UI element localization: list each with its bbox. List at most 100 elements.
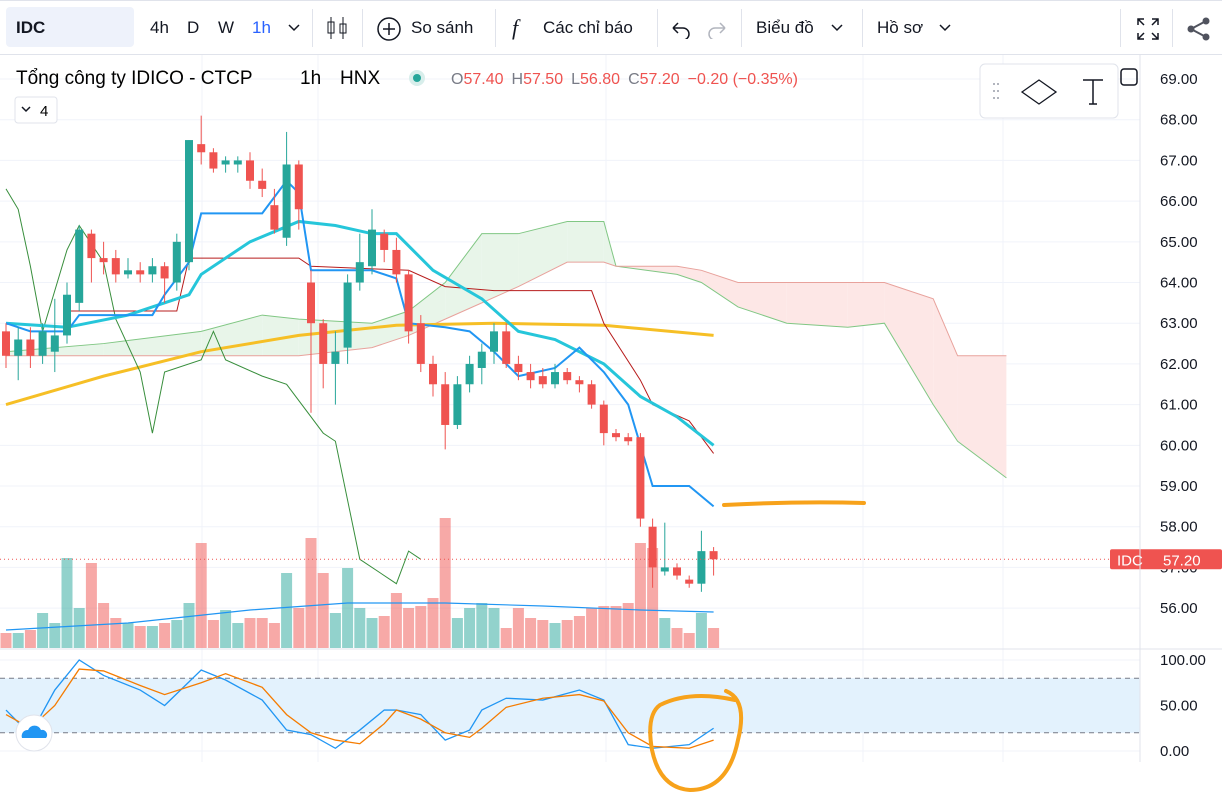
volume-bar	[622, 603, 634, 648]
candle-body	[148, 266, 157, 275]
legend-exchange: HNX	[340, 68, 380, 89]
cloud-fill	[933, 298, 958, 442]
interval[interactable]: 4h	[150, 18, 169, 37]
plus-icon[interactable]	[376, 16, 402, 42]
volume-bar	[281, 573, 293, 648]
volume-bar	[256, 618, 268, 648]
candle-body	[26, 339, 35, 356]
share-icon[interactable]	[1186, 17, 1212, 41]
interval[interactable]: 1h	[252, 18, 271, 37]
price-tag	[1110, 549, 1222, 570]
candle-body	[185, 140, 193, 263]
volume-bar	[610, 606, 622, 648]
volume-bar	[500, 628, 512, 648]
y-tick-label: 56.00	[1160, 600, 1198, 617]
chart: 56.0057.0058.0059.0060.0061.0062.0063.00…	[0, 55, 1222, 793]
candle-body	[526, 372, 535, 381]
candle-body	[50, 335, 59, 352]
candle-body	[87, 233, 96, 259]
volume-bar	[134, 626, 146, 648]
candle-body	[319, 323, 328, 364]
legend-toggle[interactable]	[14, 96, 58, 124]
dropdown-icon[interactable]	[831, 23, 843, 33]
cloud-fill	[372, 311, 409, 348]
settings-icon[interactable]	[1120, 68, 1138, 86]
volume-bar	[378, 616, 390, 648]
symbol[interactable]: IDC	[16, 18, 46, 37]
symbol-box[interactable]: IDC	[6, 7, 134, 47]
indicator-count[interactable]: 4	[40, 103, 48, 120]
y-tick-label: 100.00	[1160, 652, 1206, 669]
volume-bar	[549, 623, 561, 648]
volume-bar	[573, 616, 585, 648]
fullscreen-icon[interactable]	[1136, 17, 1160, 41]
candle-body	[490, 331, 498, 352]
text-tool[interactable]	[1083, 79, 1103, 105]
cloud-fill	[408, 282, 446, 336]
line	[6, 261, 1007, 357]
indicators[interactable]: Các chỉ báo	[543, 18, 633, 37]
y-tick-label: 0.00	[1160, 743, 1189, 760]
volume-bar	[525, 618, 537, 648]
candle-body	[282, 164, 291, 238]
toolbar: IDC 4h D W 1h So sánh f Các chỉ báo Biểu…	[0, 0, 1222, 55]
profile-menu[interactable]: Hồ sơ	[877, 18, 924, 37]
fx-icon[interactable]: f	[512, 15, 519, 40]
volume-bar	[305, 538, 317, 648]
candle-body	[380, 233, 389, 250]
shape-tool[interactable]	[1020, 79, 1058, 105]
candle-body	[624, 437, 633, 442]
volume-bar	[488, 608, 500, 648]
cloud-fill	[262, 315, 299, 356]
candle-body	[612, 433, 620, 438]
candle-body	[465, 363, 474, 385]
candle-body	[392, 249, 401, 275]
candle-body	[197, 144, 206, 153]
y-tick-label: 58.00	[1160, 519, 1198, 536]
volume-bar	[647, 548, 659, 648]
cloud-fill	[103, 331, 202, 356]
volume-bar	[439, 518, 451, 648]
volume-bar	[207, 620, 219, 648]
candle-body	[258, 180, 267, 189]
cloud-fill	[957, 355, 1007, 478]
candle-body	[209, 152, 218, 169]
volume-bar	[451, 618, 463, 648]
y-tick-label: 63.00	[1160, 315, 1198, 332]
volume-bar	[49, 623, 61, 648]
candle-body	[416, 323, 425, 364]
interval[interactable]: W	[218, 18, 235, 37]
candle-body	[587, 384, 596, 405]
line	[5, 220, 1007, 479]
dropdown-icon[interactable]	[939, 23, 951, 33]
candle-icon[interactable]	[326, 15, 348, 41]
price-tag-symbol: IDC	[1117, 552, 1143, 569]
volume-bar	[159, 623, 171, 648]
candle-body	[514, 363, 523, 373]
drawing-line[interactable]	[722, 500, 866, 507]
volume-bar	[671, 628, 683, 648]
cloud-fill	[738, 282, 787, 324]
candle-body	[673, 567, 681, 576]
line	[5, 188, 422, 585]
drawing-circle[interactable]	[648, 689, 743, 793]
cloud-fill	[701, 270, 738, 307]
compare[interactable]: So sánh	[411, 18, 474, 37]
volume-bar	[220, 610, 232, 648]
interval[interactable]: D	[187, 18, 200, 37]
chart-menu[interactable]: Biểu đồ	[756, 18, 814, 37]
dropdown-icon[interactable]	[288, 23, 300, 33]
volume-bar	[244, 618, 256, 648]
volume-bar	[390, 593, 402, 648]
candle-body	[502, 331, 511, 364]
undo-redo[interactable]	[669, 19, 729, 39]
drag-handle[interactable]	[993, 83, 999, 99]
volume-bar	[73, 608, 85, 648]
volume-bar	[427, 598, 439, 648]
cloud-fill	[481, 233, 519, 303]
volume-bar	[293, 608, 305, 648]
volume-bar	[586, 608, 598, 648]
candle-body	[538, 376, 547, 385]
volume-bar	[37, 613, 49, 648]
volume-bar	[329, 613, 341, 648]
